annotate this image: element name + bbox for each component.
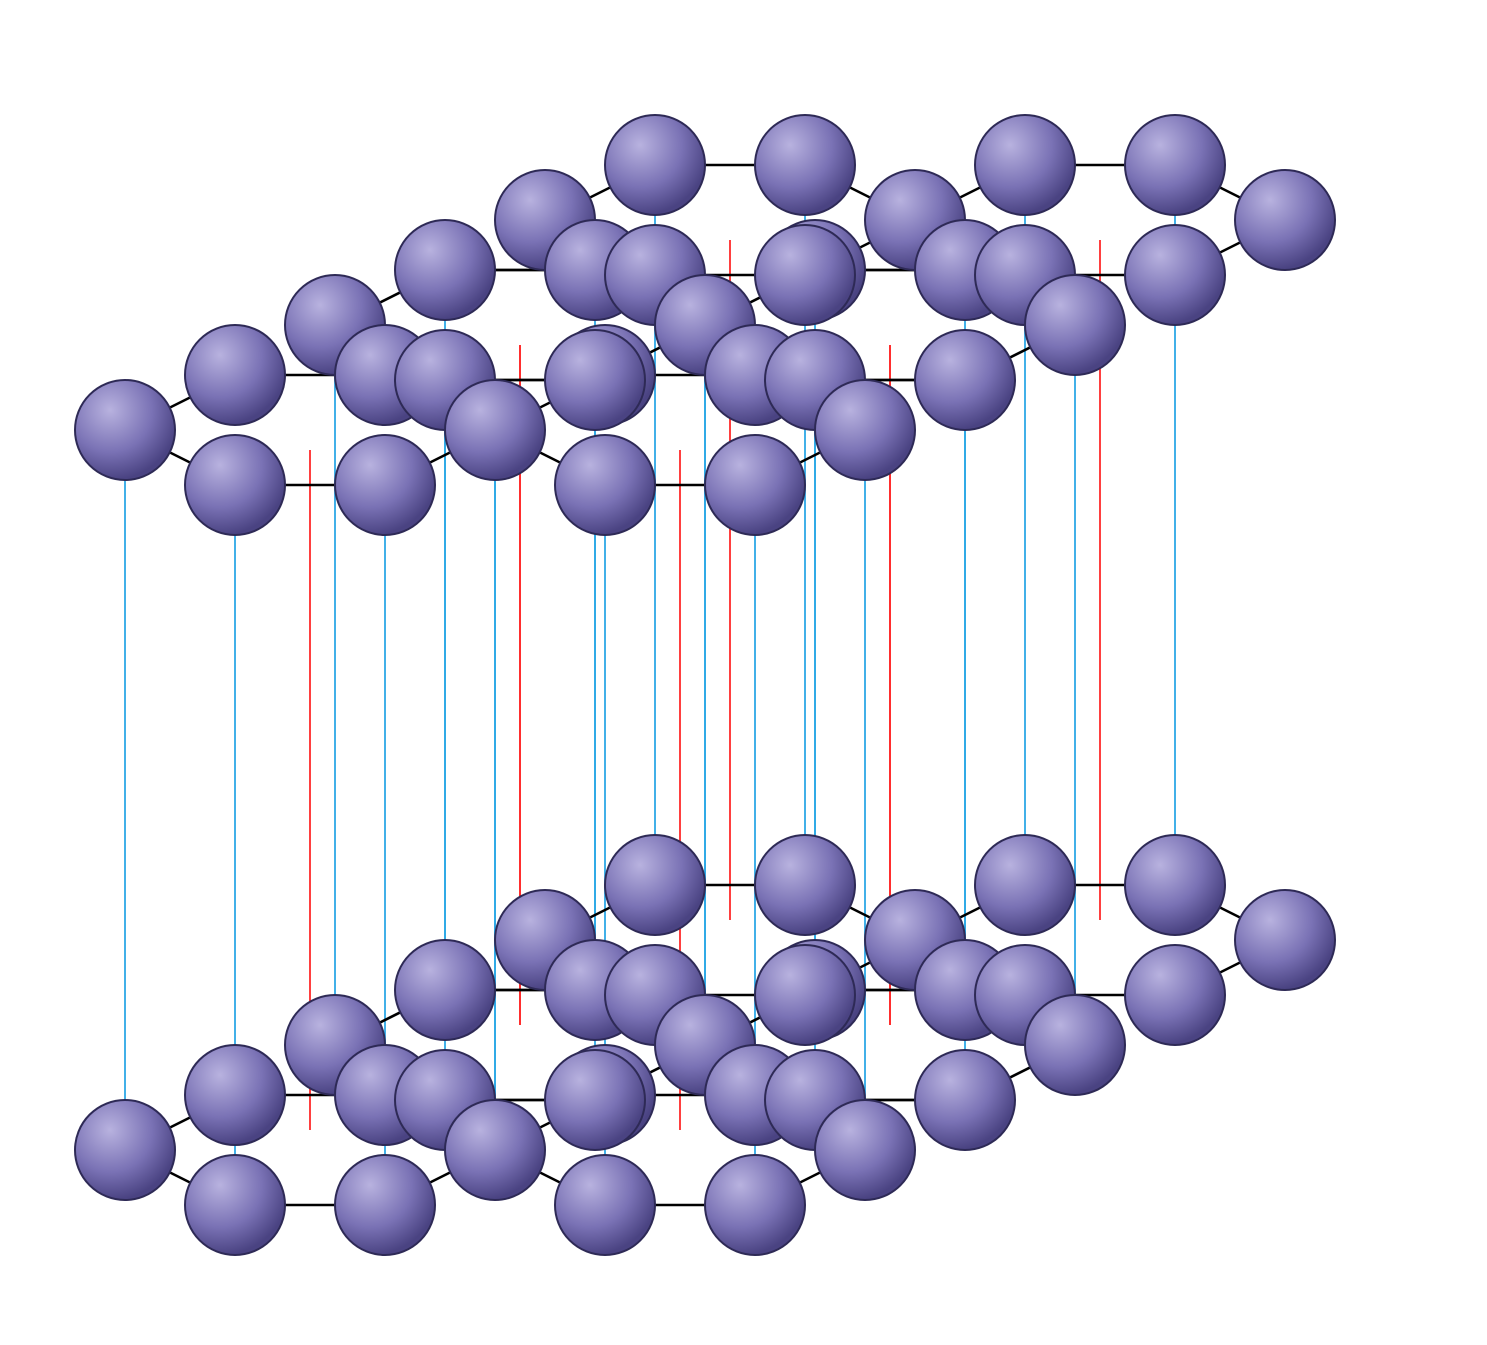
atom: [815, 1100, 915, 1200]
atom: [1125, 945, 1225, 1045]
atom: [1235, 170, 1335, 270]
atom: [1125, 225, 1225, 325]
atom: [755, 225, 855, 325]
atom: [185, 435, 285, 535]
atom: [1025, 275, 1125, 375]
atom: [545, 1050, 645, 1150]
atom: [915, 1050, 1015, 1150]
atom: [1125, 115, 1225, 215]
atom: [445, 380, 545, 480]
atom: [755, 945, 855, 1045]
atom: [395, 940, 495, 1040]
atom: [555, 1155, 655, 1255]
atom: [335, 435, 435, 535]
atom: [605, 835, 705, 935]
atom: [545, 330, 645, 430]
atom: [1025, 995, 1125, 1095]
atom: [335, 1155, 435, 1255]
atom: [185, 325, 285, 425]
atom: [605, 115, 705, 215]
atom: [755, 835, 855, 935]
atom: [395, 220, 495, 320]
atom: [555, 435, 655, 535]
atom: [75, 1100, 175, 1200]
atom: [975, 835, 1075, 935]
atom: [915, 330, 1015, 430]
atom: [185, 1155, 285, 1255]
atom: [705, 435, 805, 535]
atom: [1125, 835, 1225, 935]
atom: [705, 1155, 805, 1255]
atom: [815, 380, 915, 480]
atom: [185, 1045, 285, 1145]
atom: [975, 115, 1075, 215]
atom: [75, 380, 175, 480]
atom: [755, 115, 855, 215]
atom: [1235, 890, 1335, 990]
atom: [445, 1100, 545, 1200]
